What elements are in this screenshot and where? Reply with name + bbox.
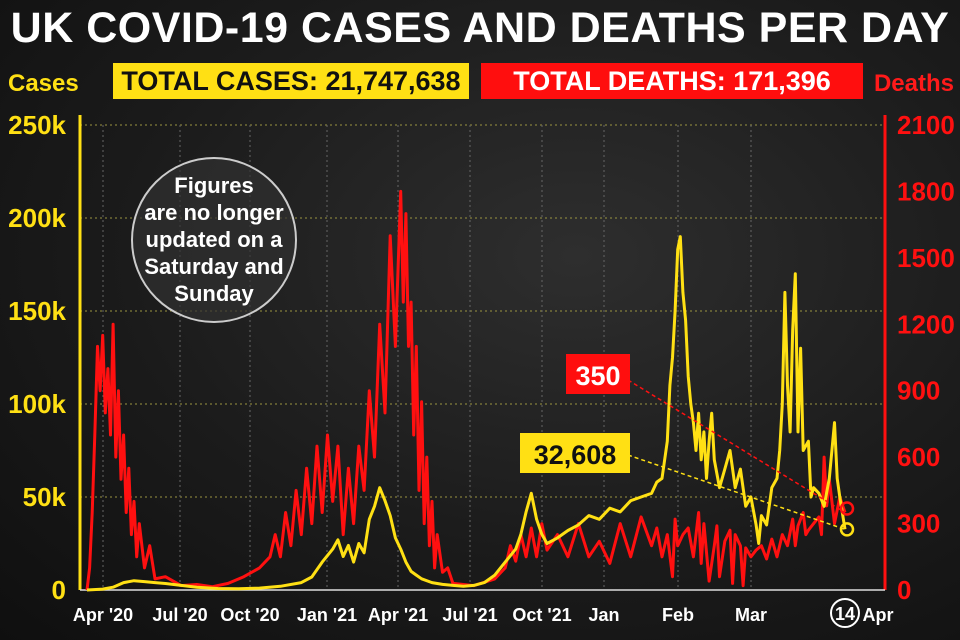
deaths-axis-label: Deaths: [873, 70, 954, 97]
total-deaths-box: TOTAL DEATHS: 171,396: [481, 63, 863, 99]
note-text-line: are no longer: [144, 200, 284, 225]
cases-leader-line: [627, 454, 846, 531]
deaths-line: [85, 189, 847, 591]
series-lines: [85, 189, 847, 592]
left-tick-label: 50k: [23, 482, 67, 512]
x-tick-label: Oct '20: [220, 605, 279, 625]
x-tick-label: Oct '21: [512, 605, 571, 625]
left-tick-label: 150k: [8, 296, 66, 326]
x-tick-label: Jan '21: [297, 605, 357, 625]
x-tick-label: Mar: [735, 605, 767, 625]
x-tick-label: Jul '21: [442, 605, 497, 625]
cases-end-marker: [839, 522, 855, 537]
left-tick-label: 100k: [8, 389, 66, 419]
x-tick-label: Apr '21: [368, 605, 428, 625]
right-tick-label: 1200: [897, 309, 955, 339]
deaths-label-box: [566, 354, 630, 394]
right-y-axis: 0 300 600 900 1200 1500 1800 2100: [897, 110, 955, 605]
deaths-latest-label: 350: [575, 361, 620, 391]
deaths-leader-line: [627, 379, 846, 514]
left-tick-label: 0: [52, 575, 66, 605]
deaths-end-marker: [839, 501, 855, 516]
x-tick-label: 14: [835, 604, 855, 624]
left-y-axis: 0 50k 100k 150k 200k 250k: [8, 110, 66, 605]
note-text-line: Saturday and: [144, 254, 283, 279]
date-circle: [830, 598, 860, 628]
right-tick-label: 900: [897, 376, 940, 406]
x-axis: Apr '20 Jul '20 Oct '20 Jan '21 Apr '21 Jul '…: [73, 598, 894, 628]
note-text-line: updated on a: [146, 227, 284, 252]
chart-title: UK COVID-19 CASES AND DEATHS PER DAY: [10, 4, 950, 52]
right-tick-label: 300: [897, 509, 940, 539]
right-tick-label: 2100: [897, 110, 955, 140]
x-tick-label: Apr: [863, 605, 894, 625]
right-tick-label: 1500: [897, 243, 955, 273]
x-tick-label: Jan: [588, 605, 619, 625]
cases-latest-label: 32,608: [534, 440, 617, 470]
x-tick-label: Apr '20: [73, 605, 133, 625]
note-circle: [131, 157, 297, 323]
note-text-line: Figures: [174, 173, 253, 198]
total-cases-box: TOTAL CASES: 21,747,638: [113, 63, 469, 99]
x-tick-label: Jul '20: [152, 605, 207, 625]
cases-label-box: [520, 433, 630, 473]
x-tick-label: Feb: [662, 605, 694, 625]
right-tick-label: 0: [897, 575, 911, 605]
left-tick-label: 250k: [8, 110, 66, 140]
note-text-line: Sunday: [174, 281, 254, 306]
right-tick-label: 600: [897, 442, 940, 472]
left-tick-label: 200k: [8, 203, 66, 233]
right-tick-label: 1800: [897, 176, 955, 206]
cases-line: [86, 235, 847, 592]
cases-axis-label: Cases: [8, 70, 79, 97]
